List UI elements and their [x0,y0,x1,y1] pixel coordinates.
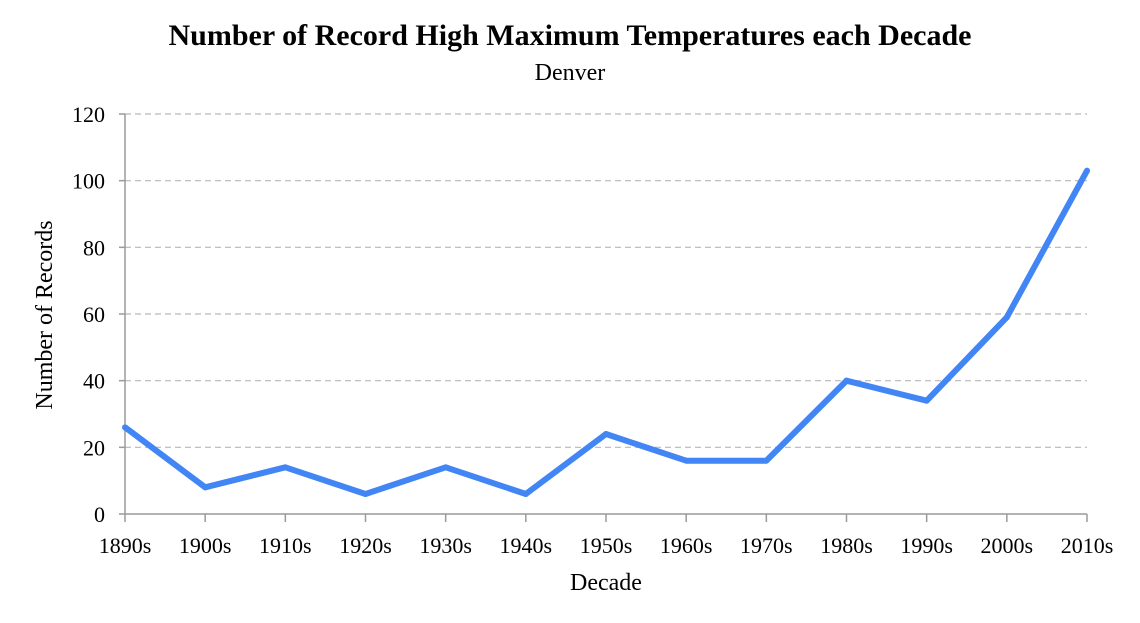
x-tick-label: 1990s [900,533,953,558]
x-tick-label: 1930s [419,533,472,558]
x-tick-label: 1900s [179,533,232,558]
x-axis-label: Decade [570,570,642,596]
chart-subtitle: Denver [535,60,606,86]
data-point [1084,167,1090,174]
y-tick-label: 120 [72,102,105,127]
y-tick-label: 40 [83,369,105,394]
series-layer [122,167,1090,497]
x-tick-label: 2010s [1061,533,1114,558]
data-point [683,457,690,464]
data-point [843,377,850,384]
data-point [362,491,369,497]
data-point [122,424,128,431]
chart-title: Number of Record High Maximum Temperatur… [169,19,972,52]
data-point [763,457,770,464]
data-point [923,397,930,404]
data-point [1003,314,1010,321]
y-tick-label: 20 [83,435,105,460]
x-tick-label: 1910s [259,533,312,558]
x-tick-label: 1960s [660,533,713,558]
x-axis-ticks: 1890s 1900s 1910s 1920s 1930s 1940s 1950s 1960s… [99,514,1114,558]
x-tick-label: 1940s [500,533,553,558]
x-tick-label: 1980s [820,533,873,558]
x-tick-label: 2000s [981,533,1034,558]
data-point [603,431,609,437]
data-point [202,484,209,491]
y-tick-label: 100 [72,169,105,194]
y-tick-label: 60 [83,302,105,327]
series-line [123,169,1090,497]
y-tick-label: 0 [94,502,105,527]
y-axis-ticks: 0 20 40 60 80 100 120 [72,102,125,527]
y-tick-label: 80 [83,235,105,260]
data-point [522,491,529,497]
x-tick-label: 1950s [580,533,633,558]
gridlines [125,113,1087,448]
x-tick-label: 1890s [99,533,152,558]
y-axis-label: Number of Records [32,220,58,409]
x-tick-label: 1970s [740,533,793,558]
data-point [442,464,449,471]
x-tick-label: 1920s [339,533,392,558]
data-point [282,464,289,471]
